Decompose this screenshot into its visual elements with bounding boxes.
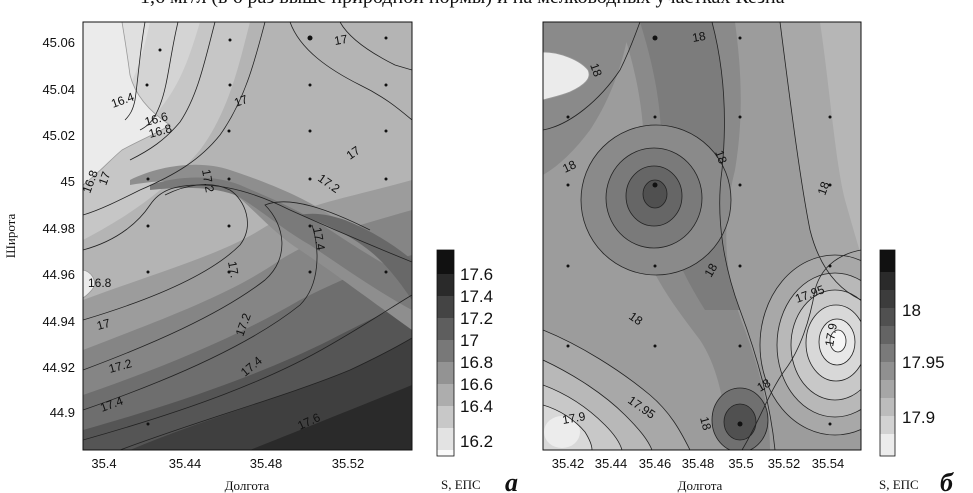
contour-label: 18 (691, 29, 707, 45)
colorbar-tick-label: 17.6 (460, 265, 493, 284)
colorbar-title: S, ЕПС (879, 477, 919, 492)
y-tick-label: 45.04 (42, 82, 75, 97)
y-tick-label: 44.94 (42, 314, 75, 329)
panel-letter-b: б (940, 468, 954, 493)
contour-label: 18 (712, 148, 730, 166)
y-tick-label: 44.9 (50, 405, 75, 420)
x-tick-label: 35.48 (682, 456, 715, 471)
colorbar-tick-label: 16.8 (460, 353, 493, 372)
x-tick-label: 35.44 (169, 456, 202, 471)
contour-label: 16.6 (143, 109, 169, 129)
x-tick-label: 35.46 (639, 456, 672, 471)
y-tick-label: 45.02 (42, 128, 75, 143)
contour-label: 17. (225, 260, 242, 279)
colorbar-b: 18 17.95 17.9 S, ЕПС (879, 249, 945, 492)
contour-label: 17 (232, 92, 250, 110)
panel-letter-a: а (505, 468, 518, 493)
contour-label: 18 (755, 376, 774, 395)
contour-label: 17.2 (107, 356, 133, 376)
contour-label: 16.8 (88, 276, 112, 290)
colorbar-tick-label: 17.2 (460, 309, 493, 328)
cut-off-header-text: 1,6 мг/л (в 6 раз выше природной нормы) … (140, 0, 785, 9)
contour-label: 17 (95, 316, 112, 333)
contour-map-a: 16.4 16.6 16.8 17 17 17 16.8 17 17.2 17.… (3, 21, 518, 493)
colorbar-tick-label: 16.2 (460, 432, 493, 451)
y-tick-label: 44.92 (42, 360, 75, 375)
colorbar-tick-label: 16.4 (460, 397, 493, 416)
colorbar-a: 17.6 17.4 17.2 17 16.8 16.6 16.4 16.2 S,… (436, 249, 493, 492)
contour-label: 17.4 (310, 226, 328, 252)
contour-label: 17.9 (561, 409, 587, 427)
colorbar-tick-label: 16.6 (460, 375, 493, 394)
x-tick-label: 35.48 (250, 456, 283, 471)
contour-label: 18 (701, 261, 720, 280)
x-tick-label: 35.44 (595, 456, 628, 471)
contour-label: 16.8 (147, 121, 173, 141)
x-axis-title: Долгота (678, 478, 723, 493)
x-tick-label: 35.42 (552, 456, 585, 471)
contour-label: 18 (697, 415, 714, 432)
y-axis-a: 45.06 45.04 45.02 45 44.98 44.96 44.94 4… (3, 35, 75, 420)
x-axis-a: 35.4 35.44 35.48 35.52 Долгота (91, 456, 364, 493)
colorbar-tick-label: 17.4 (460, 287, 493, 306)
x-tick-label: 35.5 (728, 456, 753, 471)
x-tick-label: 35.52 (768, 456, 801, 471)
colorbar-tick-label: 17.9 (902, 408, 935, 427)
colorbar-tick-label: 17.95 (902, 353, 945, 372)
contour-label: 18 (815, 179, 833, 197)
contour-map-b: 18 18 18 18 18 18 18 17.95 17.9 17.9 17.… (542, 21, 954, 493)
x-tick-label: 35.4 (91, 456, 116, 471)
colorbar-title: S, ЕПС (441, 477, 481, 492)
contour-label: 18 (587, 61, 605, 79)
y-axis-title: Широта (3, 214, 18, 259)
contour-label: 17.2 (199, 168, 217, 194)
x-tick-label: 35.54 (812, 456, 845, 471)
contour-label: 18 (560, 157, 578, 175)
contour-label: 17.9 (822, 322, 840, 348)
contour-label: 17 (333, 32, 349, 48)
y-tick-label: 44.98 (42, 221, 75, 236)
colorbar-tick-label: 17 (460, 331, 479, 350)
y-tick-label: 44.96 (42, 267, 75, 282)
colorbar-tick-label: 18 (902, 301, 921, 320)
y-tick-label: 45 (61, 174, 75, 189)
contour-label: 17 (96, 169, 114, 187)
y-tick-label: 45.06 (42, 35, 75, 50)
x-axis-title: Долгота (225, 478, 270, 493)
x-tick-label: 35.52 (332, 456, 365, 471)
x-axis-b: 35.42 35.44 35.46 35.48 35.5 35.52 35.54… (552, 456, 845, 493)
